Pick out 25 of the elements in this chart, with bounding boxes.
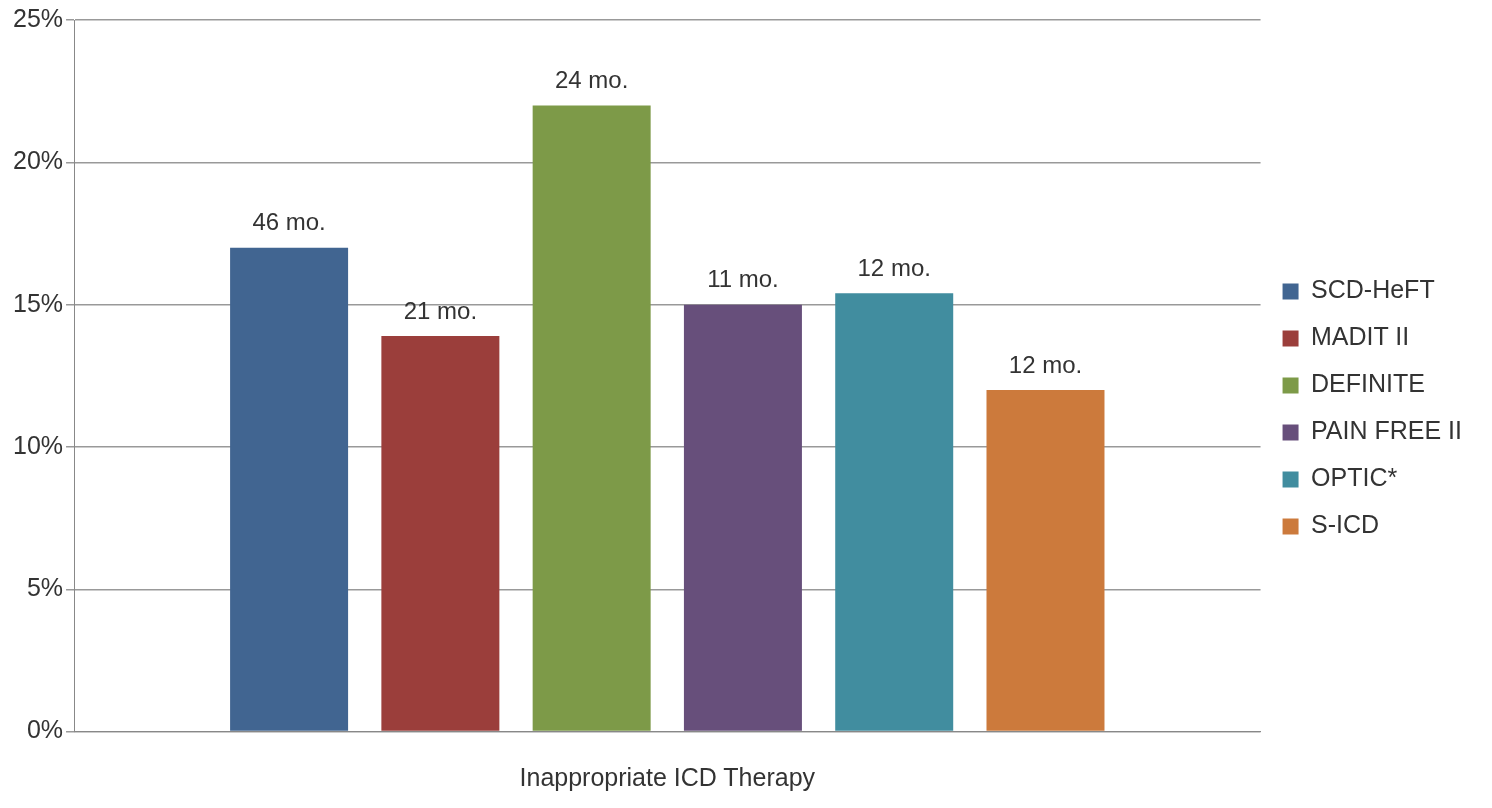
annotation: 12 mo. bbox=[1008, 350, 1083, 378]
y-tick-label: 25% bbox=[12, 3, 64, 32]
y-tick-label: 10% bbox=[12, 430, 64, 459]
legend-label: DEFINITE bbox=[1311, 369, 1425, 398]
bar bbox=[381, 335, 500, 731]
bar bbox=[683, 304, 802, 731]
legend-label: PAIN FREE II bbox=[1311, 416, 1462, 445]
legend-label: MADIT II bbox=[1311, 322, 1410, 351]
legend-label: OPTIC* bbox=[1311, 463, 1398, 492]
legend-label: S-ICD bbox=[1311, 510, 1380, 539]
legend-label: SCD-HeFT bbox=[1311, 275, 1435, 304]
annotation: 11 mo. bbox=[707, 265, 779, 293]
annotation: 24 mo. bbox=[554, 66, 629, 94]
annotation: 46 mo. bbox=[252, 208, 326, 236]
annotation: 21 mo. bbox=[403, 296, 478, 324]
bar bbox=[835, 293, 954, 731]
y-tick-label: 5% bbox=[26, 573, 64, 602]
bar bbox=[230, 247, 349, 731]
annotation: 12 mo. bbox=[857, 253, 931, 281]
bar bbox=[986, 390, 1105, 731]
y-tick-label: 0% bbox=[26, 715, 64, 744]
x-axis-title: Inappropriate ICD Therapy bbox=[519, 762, 816, 791]
y-tick-label: 20% bbox=[12, 146, 64, 175]
y-tick-label: 15% bbox=[12, 288, 64, 317]
bar bbox=[532, 105, 651, 731]
